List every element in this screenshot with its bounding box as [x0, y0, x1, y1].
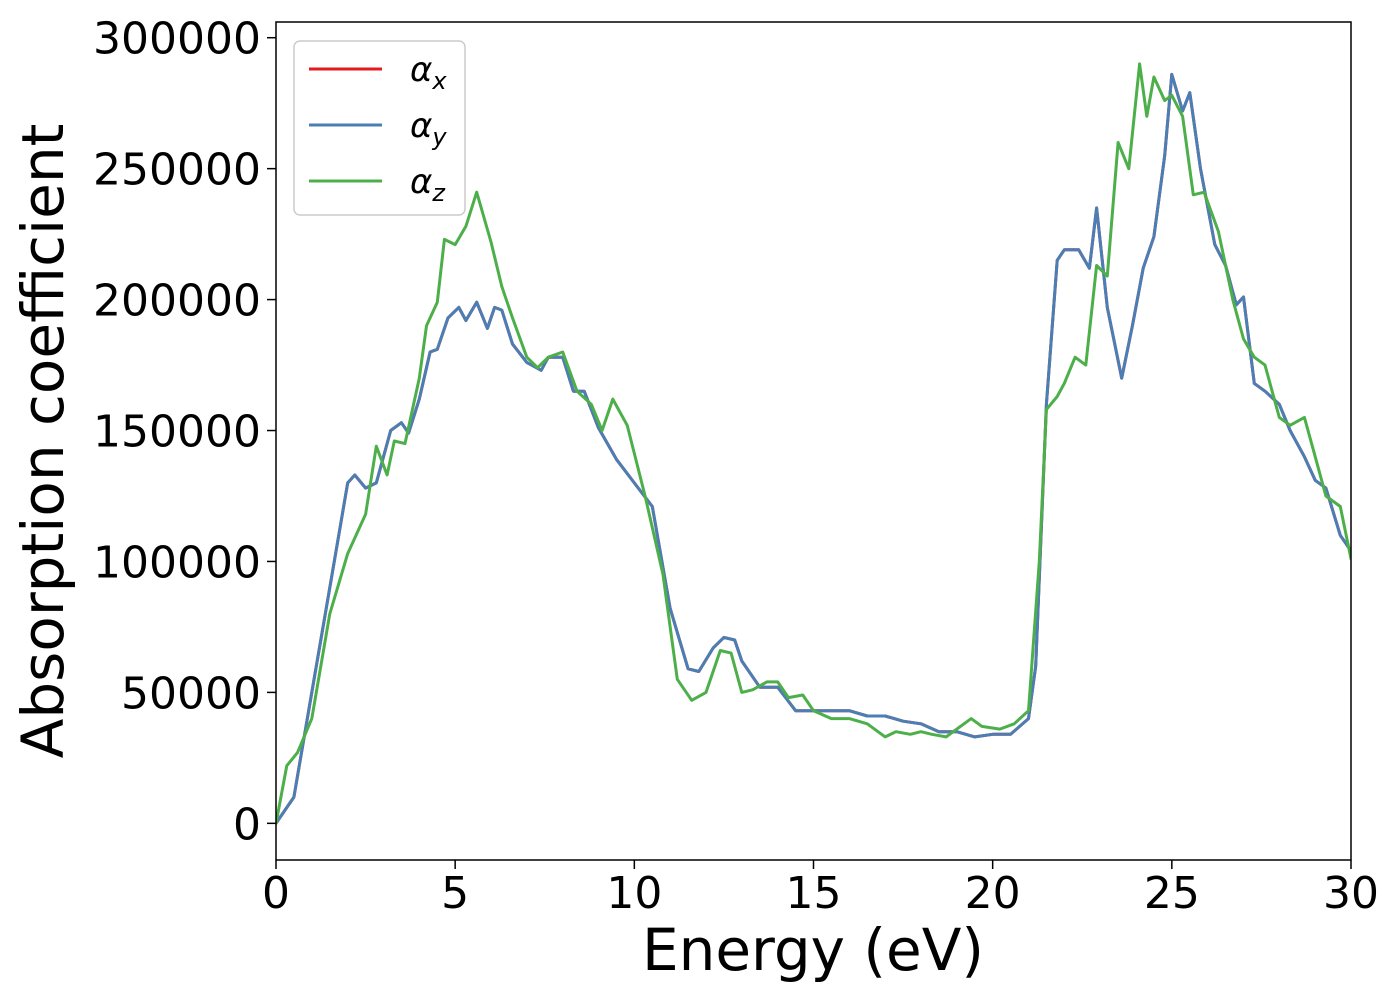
legend-label-x: αx — [410, 50, 447, 95]
y-tick-label: 100000 — [93, 537, 261, 588]
x-tick-label: 30 — [1323, 868, 1379, 919]
y-tick-label: 50000 — [121, 668, 261, 719]
series-line-z — [276, 62, 1351, 825]
legend-box — [293, 40, 466, 216]
x-tick-label: 5 — [441, 868, 469, 919]
y-axis: 0 50000 100000 150000 200000 250000 300000 — [93, 14, 276, 850]
y-tick-label: 250000 — [93, 145, 261, 196]
x-tick-label: 15 — [786, 868, 842, 919]
x-axis: 0 5 10 15 20 25 30 — [262, 860, 1379, 919]
legend-label-z: αz — [410, 162, 446, 207]
x-tick-label: 10 — [606, 868, 662, 919]
legend-label-y: αy — [410, 106, 447, 151]
y-tick-label: 150000 — [93, 407, 261, 458]
x-tick-label: 25 — [1144, 868, 1200, 919]
x-tick-label: 0 — [262, 868, 290, 919]
x-axis-label: Energy (eV) — [642, 916, 984, 984]
y-axis-label: Absorption coefficient — [9, 124, 77, 759]
x-tick-label: 20 — [965, 868, 1021, 919]
legend: αx αy αz — [293, 40, 466, 216]
y-tick-label: 200000 — [93, 276, 261, 327]
y-tick-label: 0 — [233, 799, 261, 850]
series-layer — [276, 62, 1351, 825]
y-tick-label: 300000 — [93, 14, 261, 65]
